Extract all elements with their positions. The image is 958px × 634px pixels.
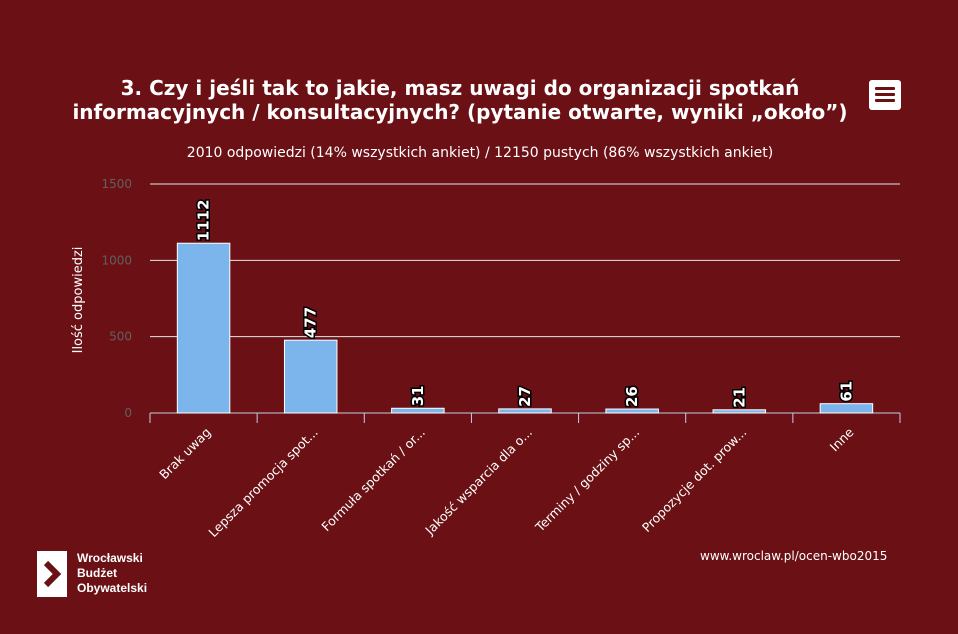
data-labels: 1112 477 31 27 26 21 61 bbox=[193, 198, 857, 409]
x-tick-label: Jakość wsparcia dla o... bbox=[421, 425, 535, 539]
bar[interactable] bbox=[498, 408, 552, 414]
logo-arrow-icon bbox=[37, 551, 67, 597]
bar[interactable] bbox=[283, 339, 338, 414]
chart-title-line2: informacyjnych / konsultacyjnych? (pytan… bbox=[72, 100, 848, 124]
x-tick-label: Brak uwag bbox=[156, 425, 214, 483]
y-axis-title: Ilość odpowiedzi bbox=[71, 247, 86, 354]
logo-text-line2: Budżet bbox=[77, 566, 117, 580]
data-label: 31 bbox=[409, 385, 427, 406]
grid-lines bbox=[150, 183, 900, 338]
y-tick-label: 0 bbox=[124, 406, 132, 420]
x-tick-label: Propozycje dot. prow... bbox=[639, 425, 749, 535]
x-tick-label: Inne bbox=[827, 424, 857, 454]
bar[interactable] bbox=[819, 403, 874, 414]
logo-text: Wrocławski Budżet Obywatelski bbox=[77, 551, 147, 596]
x-tick-label: Terminy / godziny sp... bbox=[532, 425, 643, 536]
bar[interactable] bbox=[391, 407, 445, 414]
hamburger-menu-icon-bar bbox=[875, 93, 895, 96]
data-label: 26 bbox=[623, 386, 641, 407]
hamburger-menu-icon bbox=[875, 87, 895, 90]
chart-title-line1: 3. Czy i jeśli tak to jakie, masz uwagi … bbox=[120, 76, 800, 100]
y-tick-label: 1000 bbox=[101, 253, 132, 267]
logo-text-line1: Wrocławski bbox=[77, 551, 143, 565]
bar[interactable] bbox=[605, 408, 659, 414]
data-label: 1112 bbox=[195, 199, 213, 241]
chart-title: 3. Czy i jeśli tak to jakie, masz uwagi … bbox=[60, 76, 860, 124]
hamburger-menu-icon-bar bbox=[875, 99, 895, 102]
data-label: 61 bbox=[837, 381, 855, 402]
data-label: 27 bbox=[516, 386, 534, 407]
bars bbox=[176, 242, 874, 414]
bar[interactable] bbox=[712, 409, 767, 414]
chart-menu-button[interactable] bbox=[869, 80, 901, 110]
x-tick-label: Formuła spotkań / or... bbox=[318, 425, 428, 535]
y-tick-label: 1500 bbox=[101, 177, 132, 191]
wbo-logo: Wrocławski Budżet Obywatelski bbox=[37, 551, 147, 601]
source-url: www.wroclaw.pl/ocen-wbo2015 bbox=[700, 549, 888, 563]
logo-text-line3: Obywatelski bbox=[77, 581, 148, 595]
data-label: 477 bbox=[302, 307, 320, 338]
y-tick-label: 500 bbox=[109, 330, 132, 344]
x-tick-label: Lepsza promocja spot... bbox=[205, 425, 320, 540]
data-label: 21 bbox=[730, 387, 748, 408]
chart-subtitle: 2010 odpowiedzi (14% wszystkich ankiet) … bbox=[186, 145, 774, 161]
bar[interactable] bbox=[176, 242, 231, 414]
